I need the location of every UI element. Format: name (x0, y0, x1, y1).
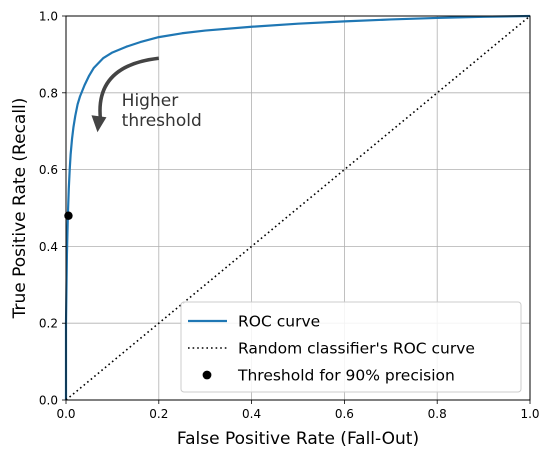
x-tick-label: 0.0 (56, 407, 75, 421)
x-tick-label: 0.8 (428, 407, 447, 421)
y-tick-label: 0.0 (39, 394, 58, 408)
y-tick-label: 1.0 (39, 10, 58, 24)
annotation-arrow-shaft (98, 56, 159, 120)
y-tick-label: 0.2 (39, 317, 58, 331)
legend-label: Random classifier's ROC curve (238, 340, 475, 358)
y-axis-label: True Positive Rate (Recall) (10, 98, 30, 320)
random-classifier-s-roc-curve-line (65, 15, 531, 401)
annotation-text: Higher (122, 91, 179, 111)
y-tick-label: 0.4 (39, 240, 58, 254)
y-tick-label: 0.8 (39, 86, 58, 100)
legend-box (180, 301, 522, 393)
x-tick-label: 0.6 (335, 407, 354, 421)
axes-frame (65, 15, 531, 401)
roc-curve-line (64, 14, 531, 400)
x-axis-label: False Positive Rate (Fall-Out) (177, 429, 419, 449)
x-tick-label: 1.0 (520, 407, 539, 421)
x-tick-label: 0.4 (242, 407, 261, 421)
annotation-arrowhead (91, 115, 107, 133)
legend-label: Threshold for 90% precision (237, 367, 455, 385)
legend-label: ROC curve (238, 313, 320, 331)
legend: ROC curve Random classifier's ROC curve Th… (180, 301, 522, 393)
legend-swatch-marker (202, 370, 212, 380)
axis-ticks: 0.0 0.2 0.4 0.6 0.8 1.0 0.0 0.2 0.4 0.6 0.8 1.0 (39, 10, 540, 422)
x-tick-label: 0.2 (149, 407, 168, 421)
y-tick-label: 0.6 (39, 163, 58, 177)
annotation-text: threshold (122, 111, 202, 131)
